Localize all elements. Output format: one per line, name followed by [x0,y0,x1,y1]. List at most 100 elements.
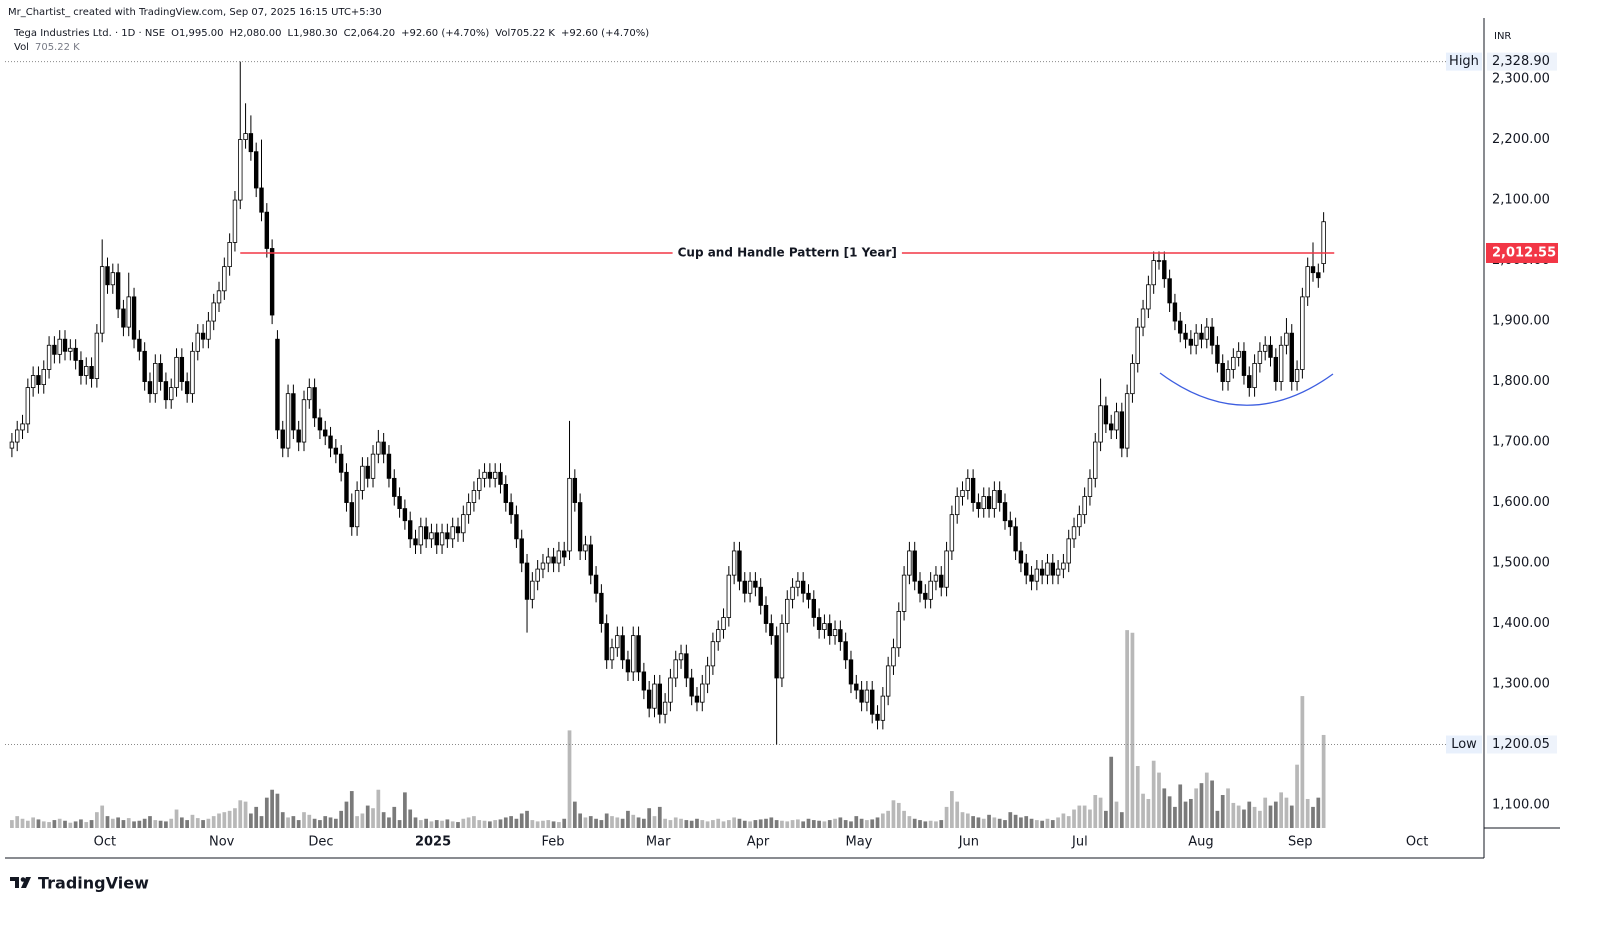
volume-bar [689,820,694,828]
candle-body [1156,260,1162,262]
volume-bar [578,813,582,828]
candle-body [323,429,328,437]
y-tick-label: 2,200.00 [1492,132,1550,147]
volume-bar [1141,793,1145,828]
volume-bar [726,820,731,828]
volume-bar [264,797,269,828]
candle-body [445,532,450,540]
candle-body [376,441,381,455]
level-price-bg [1486,242,1558,263]
candle-body [540,562,546,570]
volume-bar [843,820,848,828]
candle-body [344,471,349,503]
volume-bar [312,818,317,828]
candle-body [1193,332,1199,346]
candle-body [593,574,599,594]
ohlc-value: 2,064.20 [351,28,396,39]
candle-body [822,623,827,630]
candle-body [450,526,455,540]
candle-body [747,580,753,594]
candle-body [131,296,137,340]
volume-bar [764,818,768,828]
candle-body [365,465,370,479]
candle-body [763,604,769,624]
candle-body [896,611,901,649]
volume-bar [944,806,949,828]
candle-body [349,502,354,528]
candle-body [407,520,413,540]
volume-key: Vol [495,28,510,39]
candle-body [965,477,971,491]
candle-body [923,592,928,600]
volume-bar [1082,805,1087,828]
candle-body [46,344,52,370]
extreme-value: 2,328.90 [1492,54,1550,69]
volume-bar [652,816,657,828]
candle-body [933,574,939,582]
candle-body [1268,344,1273,358]
candle-body [811,598,817,618]
candle-body [184,381,190,395]
volume-bar [15,816,20,828]
candle-body [482,471,487,479]
volume-bar [121,820,126,828]
candle-body [25,387,31,425]
candle-body [301,399,307,443]
candle-body [1247,375,1252,389]
volume-bar [79,819,83,828]
volume-bar [333,818,338,828]
volume-bar [817,820,821,828]
candle-body [227,242,232,268]
candle-body [381,441,386,455]
candle-body [1209,326,1215,346]
candle-body [1231,356,1236,370]
volume-bar [822,821,827,828]
volume-bar [907,816,912,828]
candle-body [461,514,466,534]
volume-bar [1178,784,1183,828]
volume-bar [153,820,158,828]
volume-bar [456,822,460,828]
volume-bar [339,810,344,828]
candle-body [36,375,41,385]
candle-body [280,429,285,449]
candle-body [1305,266,1310,298]
candle-body [1310,266,1316,274]
volume-bar [875,817,880,828]
x-tick-label: Dec [308,835,333,850]
volume-bar [785,821,790,828]
candle-body [997,490,1002,503]
candle-body [360,465,365,491]
candle-body [891,647,896,667]
candle-body [110,272,116,286]
candle-body [163,381,169,401]
volume-bar [328,817,333,828]
candle-body [646,689,652,709]
volume-bar [705,821,710,828]
candle-body [222,266,227,292]
volume-bar [737,818,742,828]
candle-body [1013,526,1018,552]
candle-body [880,695,886,721]
volume-bar [1056,817,1060,828]
candle-body [1167,278,1172,304]
candle-body [1151,260,1156,286]
candle-body [1257,350,1263,364]
volume-bar [360,813,365,828]
candle-body [774,635,779,679]
volume-bar [1003,820,1007,828]
volume-bar [307,814,312,828]
volume-bar [1284,797,1289,828]
candle-body [248,133,254,153]
candle-body [1252,363,1257,389]
candle-body [620,635,625,661]
volume-bar [1263,797,1268,828]
volume-bar [36,819,41,828]
volume-bar [891,800,896,828]
candle-body [211,302,216,322]
x-tick-label: Aug [1188,835,1213,850]
volume-bar [174,809,179,828]
volume-bar [440,820,444,828]
volume-bar [472,816,476,828]
